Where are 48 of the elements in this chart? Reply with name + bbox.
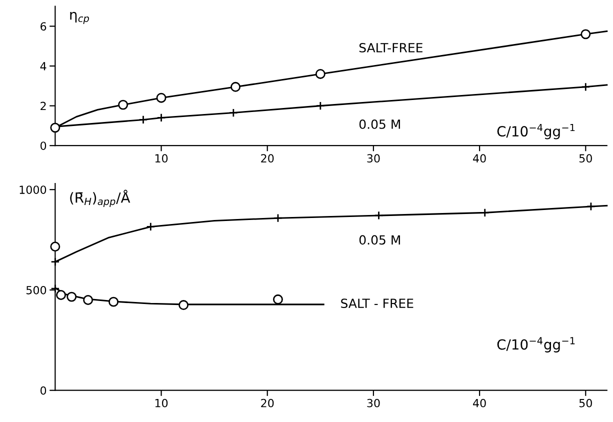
y-axis-title: (R̄$_{H}$)$_{app}$/Å — [70, 190, 130, 207]
y-tick-label: 1000 — [20, 186, 46, 194]
x-tick-label: 10 — [155, 154, 168, 163]
series-label: 0.05 M — [359, 119, 400, 129]
y-tick-label: 0 — [40, 142, 46, 150]
point — [586, 202, 596, 211]
point — [138, 115, 148, 124]
series-label: SALT-FREE — [359, 42, 422, 52]
point — [50, 122, 60, 133]
point — [273, 214, 282, 223]
point — [228, 108, 238, 118]
x-tick-label: 30 — [367, 398, 380, 408]
x-tick-label: 30 — [367, 154, 380, 163]
y-tick-label: 6 — [40, 22, 46, 31]
y-tick-label: 0 — [40, 386, 46, 395]
x-tick-label: 20 — [261, 154, 274, 163]
y-tick-label: 500 — [26, 286, 46, 294]
point — [56, 290, 66, 300]
point — [50, 242, 60, 252]
point — [156, 92, 166, 103]
point — [83, 295, 94, 305]
point — [108, 296, 118, 307]
x-axis-title: C/10$^{−4}$gg$^{−1}$ — [497, 124, 575, 140]
point — [156, 113, 166, 122]
point — [230, 82, 241, 92]
y-tick-label: 2 — [40, 102, 46, 110]
x-tick-label: 40 — [473, 154, 486, 163]
point — [118, 100, 128, 110]
point — [272, 294, 283, 304]
y-axis-title: η$_{cp}$ — [70, 12, 89, 24]
point — [580, 29, 591, 40]
point — [50, 257, 60, 266]
point — [581, 82, 590, 92]
point — [315, 68, 326, 79]
x-tick-label: 50 — [579, 398, 592, 408]
x-tick-label: 50 — [579, 154, 592, 163]
point — [316, 101, 325, 110]
point — [178, 300, 189, 310]
x-axis-title: C/10$^{−4}$gg$^{−1}$ — [497, 337, 575, 352]
x-tick-label: 40 — [473, 398, 486, 408]
point — [66, 292, 77, 302]
series-label: 0.05 M — [359, 235, 400, 245]
point — [374, 210, 384, 220]
point — [146, 222, 156, 232]
series-label: SALT - FREE — [341, 298, 414, 308]
x-tick-label: 10 — [155, 398, 168, 408]
y-tick-label: 4 — [40, 62, 46, 70]
x-tick-label: 20 — [261, 398, 274, 408]
